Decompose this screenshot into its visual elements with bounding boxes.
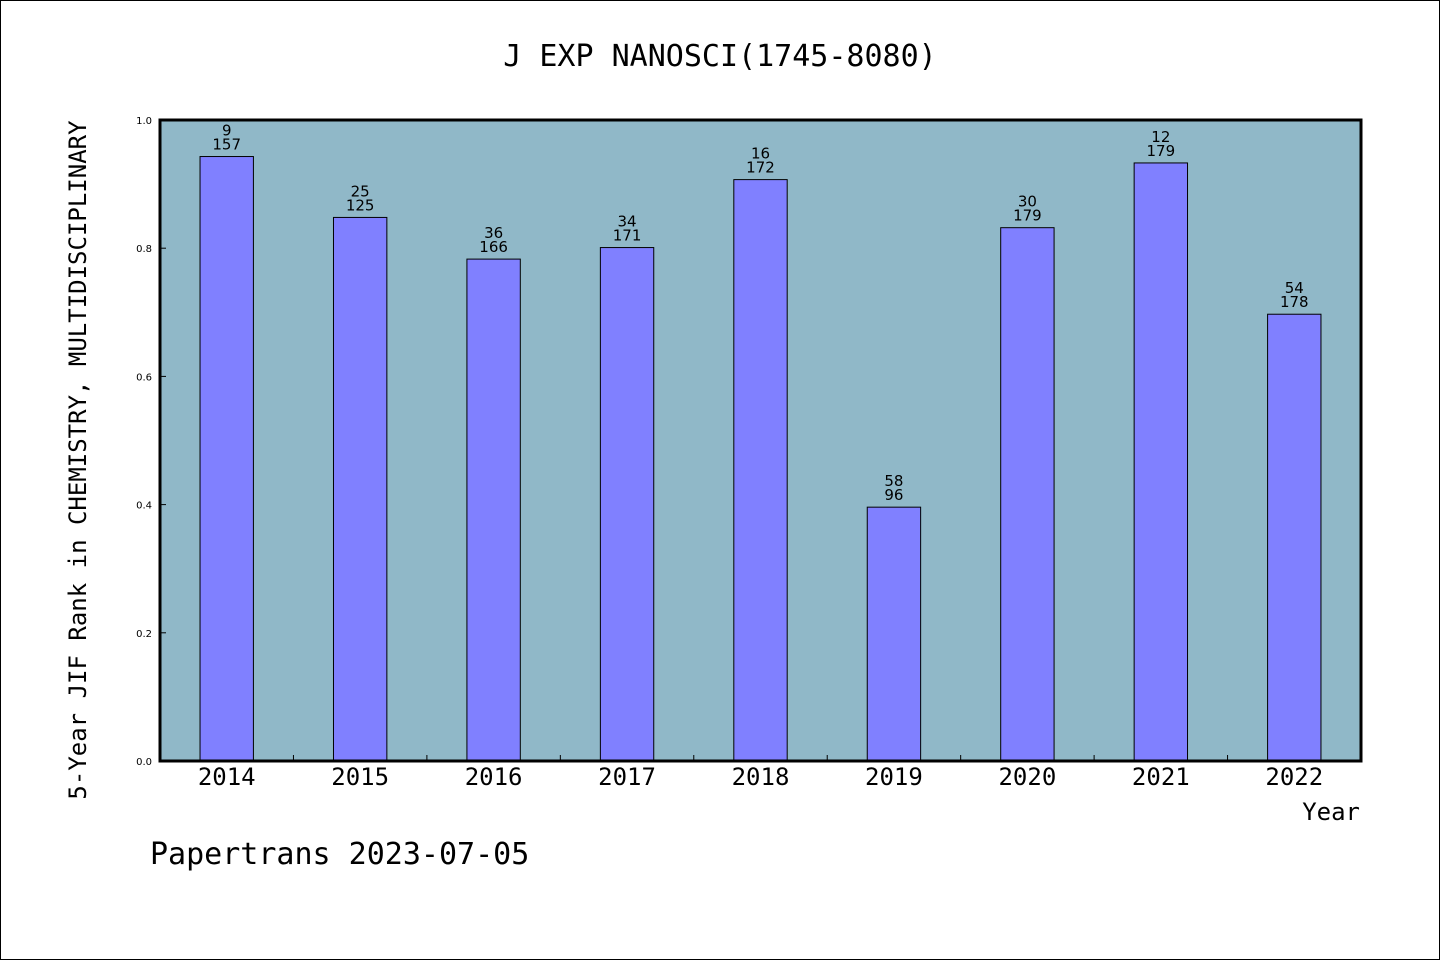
y-tick-label-3: 0.6: [136, 372, 152, 383]
bars-group: 9157251253616634171161725896301791217954…: [199, 122, 1322, 762]
bar-2022: [1267, 313, 1322, 762]
y-tick-label-0: 0.0: [136, 757, 152, 768]
bar-rank-label-2018: 16: [751, 145, 770, 163]
x-tick-label-2020: 2020: [998, 763, 1056, 791]
bar-total-label-2021: 179: [1147, 142, 1176, 160]
bar-total-label-2019: 96: [884, 486, 903, 504]
bar-total-label-2018: 172: [746, 159, 775, 177]
bar-rank-label-2017: 34: [618, 213, 637, 231]
x-tick-label-2015: 2015: [331, 763, 389, 791]
footer-source-date: Papertrans 2023-07-05: [150, 837, 529, 872]
x-tick-label-2014: 2014: [198, 763, 256, 791]
bar-total-label-2017: 171: [613, 227, 642, 245]
bar-2016: [466, 258, 521, 762]
chart-title: J EXP NANOSCI(1745-8080): [503, 39, 936, 74]
x-tick-label-2022: 2022: [1265, 763, 1323, 791]
bar-total-label-2014: 157: [212, 136, 241, 154]
x-tick-label-2017: 2017: [598, 763, 656, 791]
bar-total-label-2016: 166: [479, 238, 508, 256]
x-tick-label-2018: 2018: [732, 763, 790, 791]
bar-2017: [599, 247, 655, 762]
bar-2018: [733, 179, 788, 762]
bar-rank-label-2015: 25: [351, 182, 370, 200]
x-axis-label: Year: [1302, 798, 1360, 826]
bar-2020: [1000, 227, 1055, 762]
bar-rank-label-2019: 58: [884, 472, 903, 490]
y-tick-label-2: 0.4: [136, 501, 152, 512]
bar-rank-label-2022: 54: [1285, 279, 1304, 297]
bar-rank-label-2016: 36: [484, 224, 503, 242]
bar-2015: [332, 216, 388, 762]
bar-2014: [199, 156, 254, 762]
x-tick-label-2019: 2019: [865, 763, 923, 791]
x-tick-label-2016: 2016: [465, 763, 523, 791]
bar-total-label-2015: 125: [346, 196, 375, 214]
y-tick-label-5: 1.0: [136, 116, 152, 127]
plot-border: [158, 118, 1363, 763]
x-tick-label-2021: 2021: [1132, 763, 1190, 791]
bar-2021: [1133, 162, 1189, 762]
bar-rank-label-2020: 30: [1018, 193, 1037, 211]
y-tick-label-1: 0.2: [136, 629, 152, 640]
y-tick-label-4: 0.8: [136, 244, 152, 255]
bar-rank-label-2021: 12: [1151, 128, 1170, 146]
bar-rank-label-2014: 9: [222, 122, 232, 140]
bar-2019: [866, 506, 922, 762]
x-axis: 2014 2015 2016 2017 2018 2019 2020 2021 2022: [198, 755, 1323, 791]
bar-total-label-2022: 178: [1280, 293, 1309, 311]
bar-total-label-2020: 179: [1013, 207, 1042, 225]
y-axis-label: 5-Year JIF Rank in CHEMISTRY, MULTIDISCI…: [64, 120, 92, 800]
